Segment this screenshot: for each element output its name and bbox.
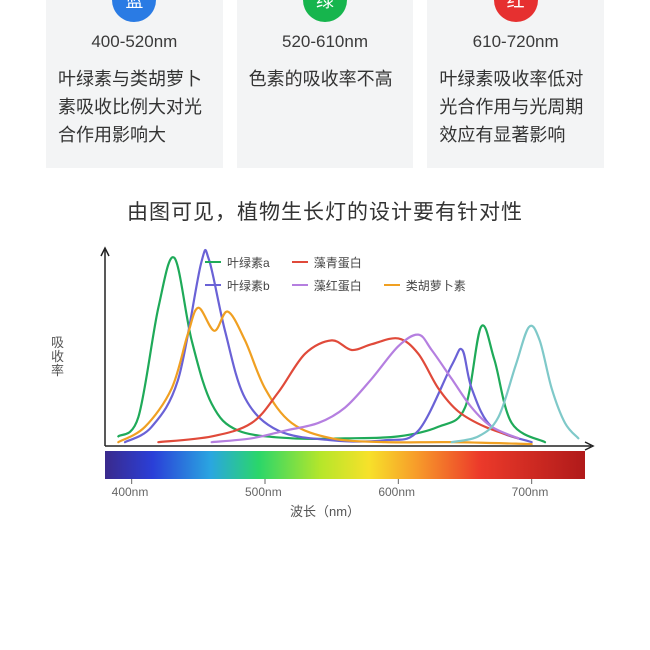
color-badge: 蓝 (112, 0, 156, 22)
color-badge: 绿 (303, 0, 347, 22)
spectrum-card: 绿 520-610nm 色素的吸收率不高 (237, 0, 414, 168)
legend-item (384, 254, 466, 271)
legend-item: 类胡萝卜素 (384, 277, 466, 294)
wavelength-range: 400-520nm (58, 32, 211, 52)
y-axis-label: 吸收率 (51, 336, 67, 379)
chart-legend: 叶绿素a 藻青蛋白叶绿素b 藻红蛋白 类胡萝卜素 (205, 254, 466, 294)
spectrum-card: 红 610-720nm 叶绿素吸收率低对光合作用与光周期效应有显著影响 (427, 0, 604, 168)
headline: 由图可见，植物生长灯的设计要有针对性 (0, 196, 650, 226)
wavelength-range: 520-610nm (249, 32, 402, 52)
series-carotenoid (118, 307, 531, 443)
legend-item: 藻青蛋白 (292, 254, 362, 271)
legend-item: 叶绿素a (205, 254, 270, 271)
card-description: 叶绿素吸收率低对光合作用与光周期效应有显著影响 (439, 66, 592, 150)
legend-item: 藻红蛋白 (292, 277, 362, 294)
absorption-chart: 吸收率 叶绿素a藻青蛋白叶绿素b藻红蛋白类胡萝卜素 波长（nm） 400nm50… (45, 246, 605, 520)
card-description: 叶绿素与类胡萝卜素吸收比例大对光合作用影响大 (58, 66, 211, 150)
spectrum-card: 蓝 400-520nm 叶绿素与类胡萝卜素吸收比例大对光合作用影响大 (46, 0, 223, 168)
color-badge: 红 (494, 0, 538, 22)
card-description: 色素的吸收率不高 (249, 66, 402, 94)
wavelength-range: 610-720nm (439, 32, 592, 52)
legend-item: 叶绿素b (205, 277, 270, 294)
x-axis-label: 波长（nm） (45, 501, 605, 520)
